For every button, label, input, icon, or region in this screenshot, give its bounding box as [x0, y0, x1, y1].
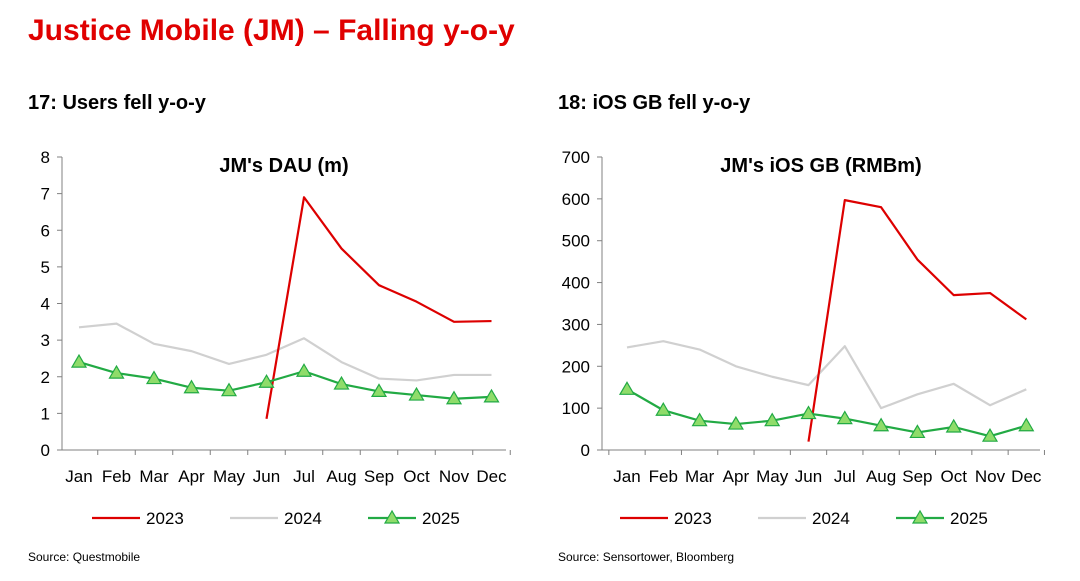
x-tick-label: Mar — [685, 467, 715, 486]
series-2025-point — [727, 415, 744, 430]
x-tick-label: Aug — [326, 467, 356, 486]
x-tick-label: May — [756, 467, 789, 486]
x-tick-label: May — [213, 467, 246, 486]
y-tick-label: 700 — [562, 148, 590, 167]
chart-18-source: Source: Sensortower, Bloomberg — [558, 550, 735, 564]
ios-gb-line-chart: 0 100 200 300 400 500 600 700 Jan Feb Mar Apr May Jun… — [562, 148, 1045, 528]
series-2025-point — [370, 383, 388, 397]
series-2025-point — [655, 402, 672, 416]
x-tick-label: Feb — [102, 467, 131, 486]
series-2025-point — [981, 427, 999, 442]
x-tick-label: Sep — [902, 467, 932, 486]
series-2025-point — [183, 379, 200, 394]
y-tick-label: 5 — [41, 258, 50, 277]
chart-17-heading: 17: Users fell y-o-y — [28, 92, 206, 114]
series-2024-line — [626, 340, 1027, 410]
legend-2024-label: 2024 — [812, 509, 850, 528]
x-tick-label: Jul — [834, 467, 856, 486]
series-2025-point — [295, 363, 313, 377]
y-tick-label: 6 — [41, 221, 50, 240]
series-2025-point — [691, 412, 708, 427]
legend-2024-label: 2024 — [284, 509, 322, 528]
chart-18-heading: 18: iOS GB fell y-o-y — [558, 92, 751, 114]
chart-title: JM's iOS GB (RMBm) — [720, 155, 921, 177]
x-tick-label: Sep — [364, 467, 394, 486]
x-tick-label: Jul — [293, 467, 315, 486]
x-tick-label: Apr — [178, 467, 205, 486]
series-2025-point — [70, 353, 88, 368]
legend-2025-label: 2025 — [950, 509, 988, 528]
series-2025-point — [945, 418, 962, 433]
series-2024-line — [78, 322, 492, 382]
x-tick-label: Jan — [65, 467, 92, 486]
x-tick-label: Jan — [613, 467, 640, 486]
x-tick-label: Oct — [940, 467, 967, 486]
page-title: Justice Mobile (JM) – Falling y-o-y — [28, 14, 515, 47]
y-tick-label: 8 — [41, 148, 50, 167]
series-2025-point — [145, 370, 163, 385]
legend-2025-marker — [911, 509, 929, 524]
x-tick-label: Nov — [975, 467, 1006, 486]
x-tick-label: Nov — [439, 467, 470, 486]
y-tick-label: 3 — [41, 331, 50, 350]
y-tick-label: 200 — [562, 357, 590, 376]
series-2023-line — [807, 199, 1027, 442]
y-tick-label: 0 — [41, 441, 50, 460]
y-tick-label: 400 — [562, 274, 590, 293]
y-tick-label: 2 — [41, 368, 50, 387]
chart-title: JM's DAU (m) — [219, 155, 348, 177]
legend-2025-label: 2025 — [422, 509, 460, 528]
series-2025-point — [408, 386, 425, 401]
x-tick-label: Feb — [649, 467, 678, 486]
x-tick-label: Oct — [403, 467, 430, 486]
series-2025-point — [618, 381, 636, 395]
series-2025-point — [483, 388, 500, 403]
series-2025-line — [78, 361, 492, 400]
y-tick-label: 300 — [562, 315, 590, 334]
series-2025-point — [258, 374, 275, 388]
y-tick-label: 600 — [562, 190, 590, 209]
series-2025-point — [108, 364, 125, 379]
y-tick-label: 1 — [41, 404, 50, 423]
x-tick-label: Mar — [139, 467, 169, 486]
series-2025-point — [220, 382, 238, 397]
x-tick-label: Aug — [866, 467, 896, 486]
series-2025-point — [445, 390, 463, 405]
y-tick-label: 7 — [41, 185, 50, 204]
series-2025-point — [764, 412, 781, 427]
series-2025-point — [333, 375, 350, 390]
series-2025-point — [800, 405, 817, 420]
dau-line-chart: 0 1 2 3 4 5 6 7 8 Jan Feb Mar Apr May Jun Jul Aug Sep Oct N… — [41, 148, 511, 528]
y-tick-label: 0 — [581, 441, 590, 460]
series-2025-line — [626, 388, 1027, 438]
y-tick-label: 500 — [562, 232, 590, 251]
y-tick-label: 100 — [562, 399, 590, 418]
series-2025-point — [909, 424, 926, 439]
legend-2025-marker — [383, 509, 401, 524]
series-2023-line — [265, 196, 492, 420]
y-tick-label: 4 — [41, 295, 50, 314]
chart-17-source: Source: Questmobile — [28, 550, 141, 564]
x-tick-label: Dec — [1011, 467, 1042, 486]
legend-2023-label: 2023 — [146, 509, 184, 528]
x-tick-label: Dec — [476, 467, 507, 486]
series-2025-point — [1018, 417, 1035, 432]
legend-2023-label: 2023 — [674, 509, 712, 528]
series-2025-point — [836, 410, 853, 425]
x-tick-label: Jun — [253, 467, 280, 486]
series-2025-point — [873, 417, 890, 432]
x-tick-label: Apr — [723, 467, 750, 486]
x-tick-label: Jun — [795, 467, 822, 486]
